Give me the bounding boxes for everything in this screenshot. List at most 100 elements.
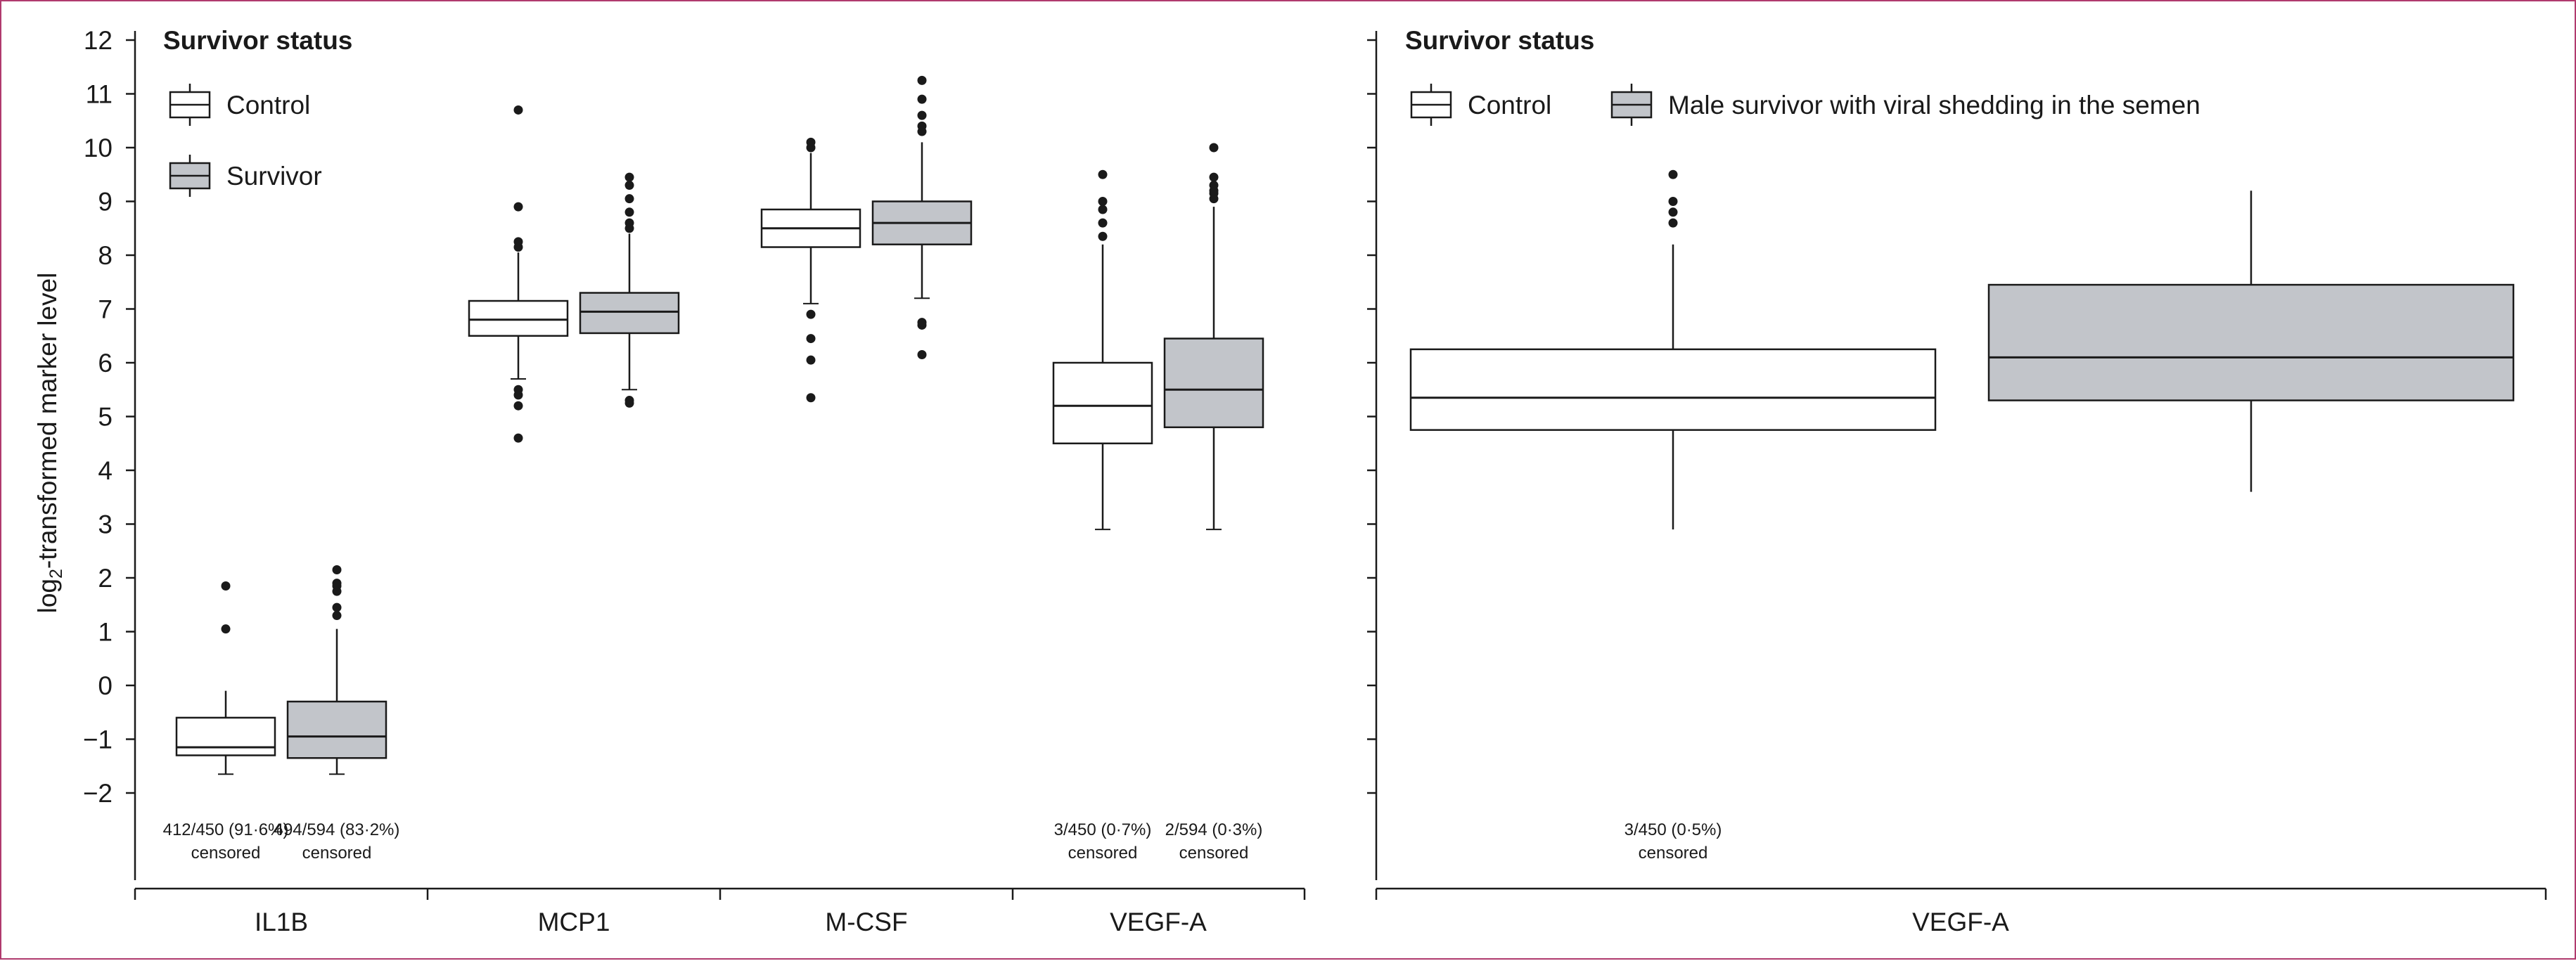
outlier-point xyxy=(513,385,523,394)
censored-count-label: 3/450 (0·5%) xyxy=(1625,820,1722,839)
legend-label: Survivor xyxy=(226,162,322,191)
box-il1b-survivor xyxy=(286,565,387,775)
y-tick-label: 3 xyxy=(98,510,113,539)
y-tick-label: −2 xyxy=(83,779,113,808)
x-category-label: M-CSF xyxy=(825,908,907,936)
iqr-box xyxy=(579,292,680,335)
outlier-point xyxy=(624,396,634,406)
outlier-point xyxy=(624,207,634,217)
y-tick-label: 6 xyxy=(98,349,113,378)
outlier-point xyxy=(917,318,927,328)
y-tick-label: 12 xyxy=(84,26,113,55)
box-vegf-a-control xyxy=(1052,169,1153,531)
outlier-point xyxy=(917,350,927,360)
outlier-point xyxy=(806,309,816,319)
x-category-label: IL1B xyxy=(255,908,308,936)
y-tick-label: −1 xyxy=(83,725,113,754)
box-m-csf-survivor xyxy=(871,75,973,360)
iqr-box xyxy=(468,299,569,337)
outlier-point xyxy=(1098,197,1108,206)
censored-word-label: censored xyxy=(302,844,372,863)
outlier-point xyxy=(917,121,927,131)
outlier-point xyxy=(513,202,523,212)
censored-word-label: censored xyxy=(1639,844,1708,863)
iqr-box xyxy=(1409,348,1937,431)
censored-count-label: 3/450 (0·7%) xyxy=(1054,820,1152,839)
y-tick-label: 1 xyxy=(98,618,113,647)
outlier-point xyxy=(221,624,231,634)
legend-title: Survivor status xyxy=(163,26,352,55)
outlier-point xyxy=(1098,218,1108,228)
outlier-point xyxy=(332,602,342,612)
y-tick-label: 9 xyxy=(98,188,113,217)
legend-title: Survivor status xyxy=(1405,26,1594,55)
censored-count-label: 2/594 (0·3%) xyxy=(1165,820,1263,839)
outlier-point xyxy=(1209,181,1219,191)
outlier-point xyxy=(1098,231,1108,241)
y-tick-label: 10 xyxy=(84,134,113,162)
outlier-point xyxy=(806,355,816,365)
y-tick-label: 5 xyxy=(98,403,113,432)
iqr-box xyxy=(1987,283,2515,401)
legend-label: Control xyxy=(1468,91,1551,120)
iqr-box xyxy=(286,700,387,759)
legend-label: Male survivor with viral shedding in the… xyxy=(1668,91,2200,120)
outlier-point xyxy=(624,181,634,191)
outlier-point xyxy=(806,334,816,344)
outlier-point xyxy=(624,194,634,204)
outlier-point xyxy=(513,433,523,443)
box-vegf-a-control xyxy=(1409,169,1937,530)
outlier-point xyxy=(1209,143,1219,153)
x-category-label: VEGF-A xyxy=(1912,908,2009,936)
outlier-point xyxy=(332,611,342,621)
outlier-point xyxy=(513,401,523,411)
outlier-point xyxy=(332,565,342,575)
outlier-point xyxy=(917,94,927,104)
iqr-box xyxy=(1163,337,1264,429)
y-axis-title: log2-transformed marker level xyxy=(33,273,66,614)
box-vegf-a-survivor xyxy=(1163,143,1264,531)
iqr-box xyxy=(175,716,276,756)
censored-count-label: 494/594 (83·2%) xyxy=(274,820,400,839)
box-il1b-control xyxy=(175,581,276,775)
outlier-point xyxy=(513,237,523,247)
outlier-point xyxy=(1668,207,1678,217)
outlier-point xyxy=(917,110,927,120)
x-category-label: MCP1 xyxy=(538,908,610,936)
censored-word-label: censored xyxy=(1068,844,1138,863)
chart-panel-right: VEGF-A Survivor status Control Male survivo… xyxy=(1367,26,2547,936)
outlier-point xyxy=(1668,169,1678,179)
outlier-point xyxy=(1098,169,1108,179)
censored-word-label: censored xyxy=(191,844,261,863)
outlier-point xyxy=(513,105,523,115)
x-category-label: VEGF-A xyxy=(1110,908,1207,936)
y-tick-label: 2 xyxy=(98,564,113,593)
outlier-point xyxy=(1668,218,1678,228)
outlier-point xyxy=(917,75,927,85)
outlier-point xyxy=(806,137,816,147)
y-tick-label: 0 xyxy=(98,671,113,700)
iqr-box xyxy=(1052,361,1153,444)
outlier-point xyxy=(332,579,342,588)
outlier-point xyxy=(1098,205,1108,214)
outlier-point xyxy=(1209,172,1219,182)
y-tick-label: 8 xyxy=(98,241,113,270)
outlier-point xyxy=(624,172,634,182)
outlier-point xyxy=(221,581,231,591)
box-vegf-a-survivor xyxy=(1987,191,2515,492)
box-m-csf-control xyxy=(760,137,861,403)
y-tick-label: 4 xyxy=(98,456,113,485)
censored-word-label: censored xyxy=(1179,844,1249,863)
y-tick-label: 7 xyxy=(98,295,113,324)
y-tick-label: 11 xyxy=(86,80,113,109)
box-mcp1-survivor xyxy=(579,172,680,408)
legend-label: Control xyxy=(226,91,310,120)
outlier-point xyxy=(1668,197,1678,206)
censored-count-label: 412/450 (91·6%) xyxy=(163,820,289,839)
outlier-point xyxy=(806,393,816,403)
outlier-point xyxy=(624,218,634,228)
box-mcp1-control xyxy=(468,105,569,443)
